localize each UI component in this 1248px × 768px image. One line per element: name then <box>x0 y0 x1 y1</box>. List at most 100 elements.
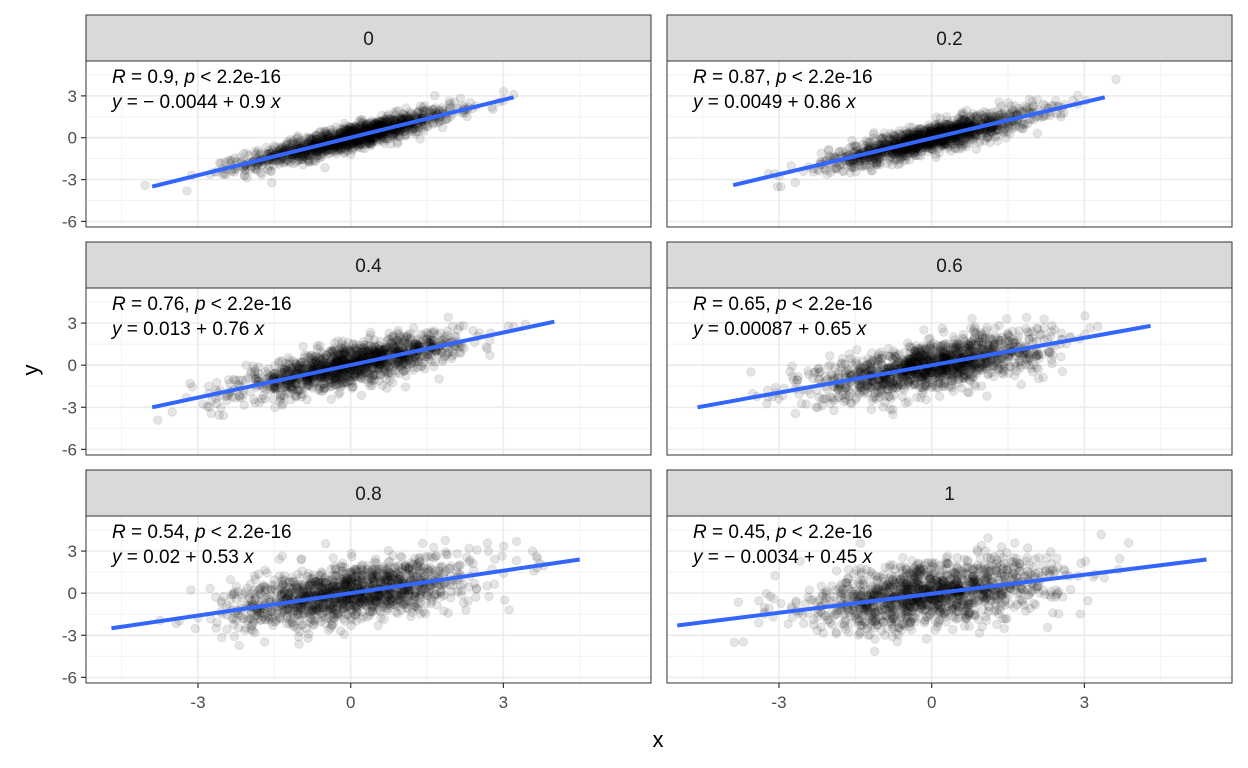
scatter-point <box>921 394 932 405</box>
scatter-point <box>278 158 289 168</box>
scatter-point <box>462 111 473 122</box>
scatter-point <box>302 375 313 386</box>
scatter-point <box>335 124 345 134</box>
scatter-point <box>322 130 333 140</box>
scatter-point <box>942 140 953 151</box>
scatter-point <box>285 157 295 168</box>
scatter-point <box>389 130 399 141</box>
scatter-point <box>342 124 352 135</box>
scatter-point <box>930 119 941 130</box>
scatter-point <box>362 136 372 146</box>
scatter-point <box>321 147 331 157</box>
scatter-point <box>326 394 337 405</box>
scatter-point <box>327 346 338 357</box>
scatter-point <box>400 126 411 137</box>
regression-equation: y = 0.0049 + 0.86 x <box>691 92 857 113</box>
scatter-point <box>261 142 272 153</box>
scatter-point <box>297 154 308 165</box>
scatter-point <box>956 141 967 152</box>
scatter-point <box>349 124 359 134</box>
y-tick-label: -6 <box>62 440 77 459</box>
scatter-point <box>772 181 783 192</box>
scatter-point <box>352 139 363 149</box>
scatter-point <box>787 361 797 372</box>
scatter-point <box>294 155 305 165</box>
scatter-point <box>397 334 407 345</box>
scatter-point <box>831 162 842 173</box>
scatter-point <box>245 164 256 175</box>
y-tick-label: 3 <box>68 87 77 106</box>
scatter-point <box>298 159 308 170</box>
scatter-point <box>422 104 433 115</box>
scatter-point <box>1111 74 1121 85</box>
scatter-point <box>301 132 312 143</box>
scatter-point <box>437 122 448 133</box>
scatter-point <box>363 137 374 148</box>
scatter-point <box>306 361 317 371</box>
scatter-point <box>327 144 337 155</box>
scatter-point <box>851 142 862 152</box>
scatter-point <box>1002 314 1012 324</box>
scatter-point <box>430 90 440 101</box>
scatter-point <box>386 139 396 149</box>
scatter-point <box>362 135 373 146</box>
scatter-point <box>971 144 982 155</box>
scatter-point <box>241 148 252 159</box>
scatter-point <box>392 138 403 149</box>
y-tick-label: -3 <box>62 398 77 417</box>
scatter-point <box>366 118 377 128</box>
scatter-point <box>996 101 1006 112</box>
scatter-point <box>320 162 330 173</box>
scatter-point <box>277 142 288 153</box>
scatter-point <box>324 131 334 141</box>
scatter-point <box>254 397 265 408</box>
scatter-point <box>384 116 394 127</box>
scatter-point <box>378 136 388 146</box>
scatter-point <box>1039 314 1049 324</box>
scatter-point <box>444 100 455 110</box>
scatter-point <box>356 139 367 150</box>
scatter-point <box>375 134 386 145</box>
correlation-annotation: R = 0.87, p < 2.2e-16 <box>693 67 873 88</box>
scatter-point <box>395 113 406 123</box>
scatter-point <box>446 353 457 364</box>
scatter-point <box>398 343 408 353</box>
scatter-point <box>380 116 391 126</box>
regression-equation: y = − 0.0044 + 0.9 x <box>110 92 282 113</box>
scatter-point <box>389 114 400 125</box>
scatter-point <box>311 130 321 140</box>
scatter-point <box>328 127 339 138</box>
facet-panel-0: 0R = 0.9, p < 2.2e-16y = − 0.0044 + 0.9 … <box>62 14 652 231</box>
scatter-point <box>790 408 801 419</box>
scatter-point <box>343 125 353 135</box>
scatter-point <box>388 129 398 140</box>
scatter-point <box>342 124 352 135</box>
scatter-point <box>267 145 278 155</box>
scatter-point <box>420 101 430 111</box>
scatter-point <box>325 124 336 135</box>
scatter-point <box>919 325 929 335</box>
scatter-point <box>746 367 756 377</box>
scatter-point <box>301 134 312 145</box>
scatter-point <box>376 116 386 127</box>
scatter-point <box>315 133 326 143</box>
scatter-point <box>267 177 277 188</box>
scatter-point <box>1038 372 1048 383</box>
scatter-point <box>367 116 377 126</box>
scatter-point <box>344 125 355 135</box>
scatter-point <box>284 156 294 166</box>
scatter-point <box>371 118 381 129</box>
facet-strip-label: 0.2 <box>936 29 962 50</box>
scatter-point <box>307 133 318 144</box>
scatter-point <box>422 121 432 131</box>
scatter-point <box>498 86 509 97</box>
scatter-point <box>389 128 400 139</box>
scatter-point <box>337 336 348 346</box>
scatter-point <box>432 118 443 128</box>
scatter-point <box>370 133 381 143</box>
scatter-point <box>796 398 807 409</box>
scatter-point <box>312 150 323 161</box>
scatter-point <box>153 415 163 426</box>
scatter-point <box>371 118 381 128</box>
